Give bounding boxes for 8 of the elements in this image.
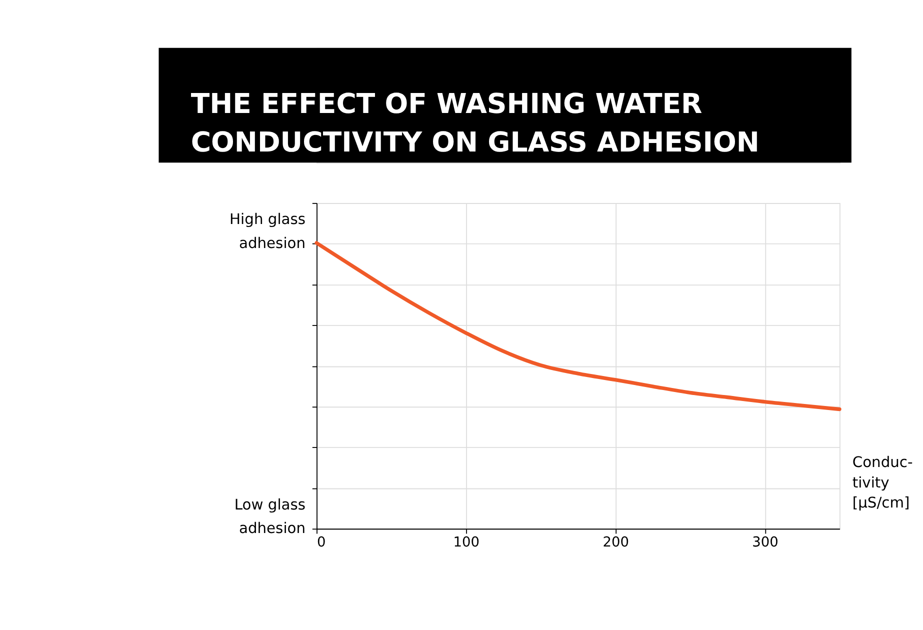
text: Low glass adhesion (234, 496, 306, 538)
x-tick-label: 0 (316, 534, 326, 551)
x-tick-label: 100 (453, 534, 480, 551)
x-tick-label: 300 (752, 534, 778, 551)
x-tick-label: 200 (602, 534, 629, 551)
chart-title: THE EFFECT OF WASHING WATER CONDUCTIVITY ON GLASS ADHESION (190, 88, 760, 159)
text: High glass adhesion (230, 211, 306, 252)
x-axis-title: Conduc- tivity [μS/cm] (852, 454, 913, 512)
